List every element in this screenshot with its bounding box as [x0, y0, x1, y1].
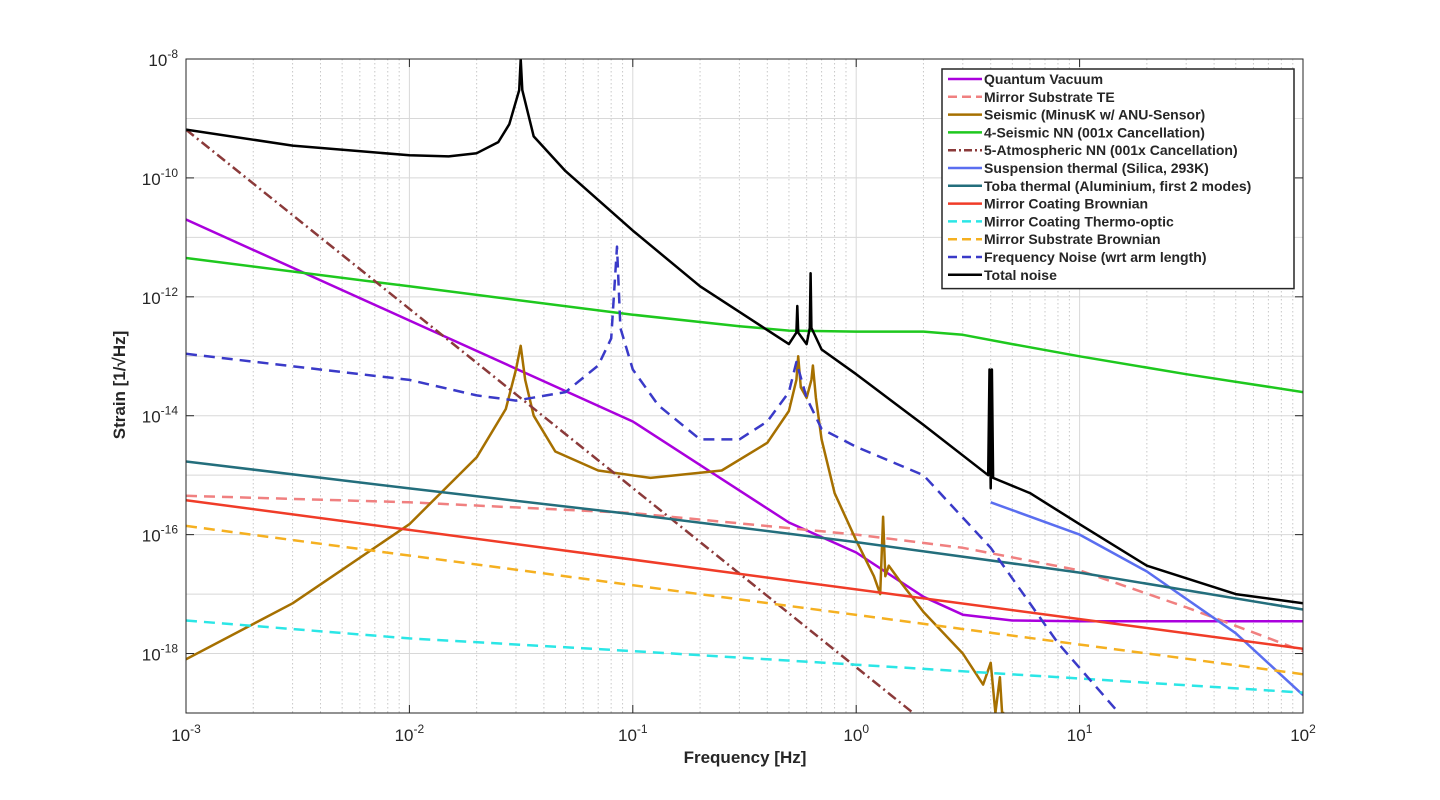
legend-label: Mirror Coating Brownian [984, 196, 1148, 212]
legend-label: Total noise [984, 267, 1057, 283]
x-tick-label: 10-3 [171, 722, 201, 745]
x-tick-label: 102 [1290, 722, 1316, 745]
x-tick-label: 100 [843, 722, 869, 745]
series-line-12 [186, 59, 1303, 605]
y-tick-label: 10-16 [142, 523, 179, 546]
y-tick-label: 10-8 [148, 47, 178, 70]
y-axis-label: Strain [1/√Hz] [110, 331, 129, 440]
legend-label: Seismic (MinusK w/ ANU-Sensor) [984, 107, 1205, 123]
legend-label: Mirror Coating Thermo-optic [984, 213, 1174, 229]
series-line-3 [186, 344, 1005, 713]
series-line-10 [186, 524, 1303, 676]
x-tick-label: 10-2 [395, 722, 425, 745]
legend-label: Quantum Vacuum [984, 71, 1103, 87]
series-line-4 [186, 256, 1303, 394]
legend-label: 5-Atmospheric NN (001x Cancellation) [984, 142, 1238, 158]
ticks: 10-3 10-2 10-1 100 101 102 10-18 10-16 10-14 10-1… [142, 47, 1316, 745]
legend-label: Mirror Substrate Brownian [984, 231, 1161, 247]
y-tick-label: 10-14 [142, 404, 179, 427]
x-tick-label: 10-1 [618, 722, 648, 745]
legend-label: Suspension thermal (Silica, 293K) [984, 160, 1209, 176]
legend: Quantum Vacuum Mirror Substrate TE Seismic… [941, 68, 1295, 290]
x-axis-label: Frequency [Hz] [684, 748, 807, 767]
y-tick-label: 10-12 [142, 285, 179, 308]
legend-label: Toba thermal (Aluminium, first 2 modes) [984, 178, 1251, 194]
legend-label: Frequency Noise (wrt arm length) [984, 249, 1206, 265]
series-line-8 [186, 498, 1303, 651]
axes-frame [185, 58, 1304, 714]
y-tick-label: 10-10 [142, 166, 179, 189]
legend-label: 4-Seismic NN (001x Cancellation) [984, 124, 1205, 140]
series-line-1 [186, 218, 1303, 623]
series-line-2 [186, 494, 1303, 653]
series-line-6 [990, 501, 1303, 697]
y-tick-label: 10-18 [142, 642, 179, 665]
x-tick-label: 101 [1067, 722, 1093, 745]
series-line-7 [186, 460, 1303, 611]
series-group [186, 59, 1303, 713]
series-line-11 [186, 245, 1120, 713]
series-line-5 [186, 128, 914, 713]
legend-label: Mirror Substrate TE [984, 89, 1115, 105]
legend-box [941, 68, 1295, 290]
series-line-9 [186, 619, 1303, 694]
